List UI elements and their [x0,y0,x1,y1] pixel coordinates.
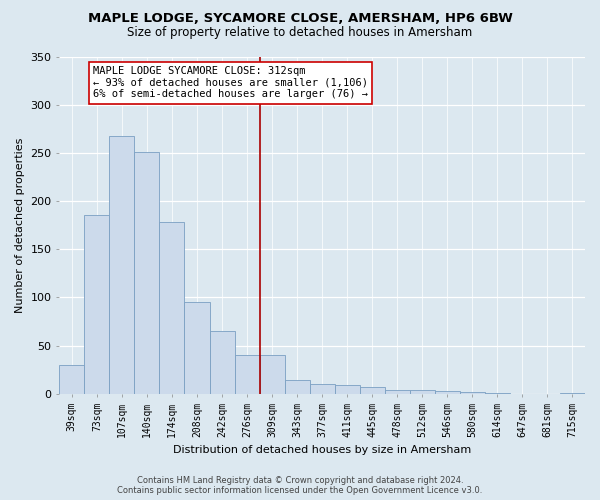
Y-axis label: Number of detached properties: Number of detached properties [15,138,25,313]
X-axis label: Distribution of detached houses by size in Amersham: Distribution of detached houses by size … [173,445,471,455]
Bar [335,385,360,394]
Bar [109,136,134,394]
Bar [209,331,235,394]
Bar [160,222,184,394]
Text: MAPLE LODGE, SYCAMORE CLOSE, AMERSHAM, HP6 6BW: MAPLE LODGE, SYCAMORE CLOSE, AMERSHAM, H… [88,12,512,26]
Bar [134,152,160,394]
Bar [184,302,209,394]
Bar [385,390,410,394]
Bar [59,365,85,394]
Bar [284,380,310,394]
Text: Contains HM Land Registry data © Crown copyright and database right 2024.
Contai: Contains HM Land Registry data © Crown c… [118,476,482,495]
Bar [460,392,485,394]
Bar [310,384,335,394]
Text: Size of property relative to detached houses in Amersham: Size of property relative to detached ho… [127,26,473,39]
Text: MAPLE LODGE SYCAMORE CLOSE: 312sqm
← 93% of detached houses are smaller (1,106)
: MAPLE LODGE SYCAMORE CLOSE: 312sqm ← 93%… [93,66,368,100]
Bar [360,387,385,394]
Bar [260,355,284,394]
Bar [485,393,510,394]
Bar [85,214,109,394]
Bar [435,391,460,394]
Bar [560,393,585,394]
Bar [235,355,260,394]
Bar [410,390,435,394]
